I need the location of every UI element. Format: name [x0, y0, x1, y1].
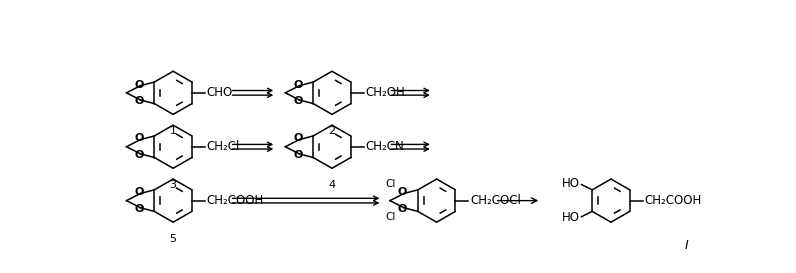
Text: CH₂COCl: CH₂COCl [470, 194, 521, 207]
Text: 4: 4 [329, 180, 336, 190]
Text: O: O [135, 79, 143, 90]
Text: CHO: CHO [206, 86, 232, 99]
Text: CH₂COOH: CH₂COOH [206, 194, 263, 207]
Text: Cl: Cl [385, 179, 396, 189]
Text: O: O [398, 187, 407, 197]
Text: O: O [293, 133, 302, 143]
Text: CH₂OH: CH₂OH [365, 86, 405, 99]
Text: 3: 3 [170, 180, 177, 190]
Text: Cl: Cl [385, 212, 396, 222]
Text: 5: 5 [170, 234, 177, 244]
Text: O: O [135, 133, 143, 143]
Text: O: O [293, 150, 302, 160]
Text: CH₂Cl: CH₂Cl [206, 140, 240, 153]
Text: 1: 1 [170, 126, 177, 136]
Text: O: O [293, 79, 302, 90]
Text: HO: HO [562, 211, 580, 224]
Text: O: O [293, 96, 302, 106]
Text: O: O [135, 204, 143, 214]
Text: 2: 2 [329, 126, 336, 136]
Text: O: O [135, 96, 143, 106]
Text: CH₂CN: CH₂CN [365, 140, 404, 153]
Text: O: O [135, 187, 143, 197]
Text: I: I [685, 239, 689, 253]
Text: O: O [135, 150, 143, 160]
Text: HO: HO [562, 177, 580, 190]
Text: CH₂COOH: CH₂COOH [645, 194, 701, 207]
Text: O: O [398, 204, 407, 214]
